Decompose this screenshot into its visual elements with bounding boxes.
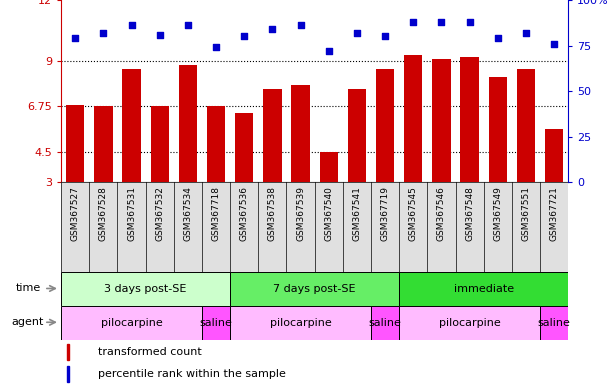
Bar	[230, 272, 399, 306]
Text: GSM367539: GSM367539	[296, 185, 305, 241]
Text: time: time	[15, 283, 40, 293]
Text: saline: saline	[200, 318, 233, 328]
Bar	[489, 77, 507, 182]
Bar	[263, 89, 282, 182]
Text: GSM367538: GSM367538	[268, 185, 277, 241]
Bar	[399, 306, 540, 340]
Text: agent: agent	[11, 317, 43, 327]
Text: pilocarpine: pilocarpine	[439, 318, 500, 328]
Point	[155, 31, 164, 38]
Point	[240, 33, 249, 40]
Bar	[94, 106, 112, 182]
Text: GSM367545: GSM367545	[409, 185, 418, 240]
Bar	[433, 59, 450, 182]
Point	[465, 19, 475, 25]
Text: saline: saline	[538, 318, 571, 328]
Bar	[545, 129, 563, 182]
Bar	[517, 69, 535, 182]
Text: GSM367528: GSM367528	[99, 185, 108, 240]
Text: GSM367541: GSM367541	[353, 185, 362, 240]
Text: transformed count: transformed count	[98, 347, 202, 357]
Point	[380, 33, 390, 40]
Text: GSM367531: GSM367531	[127, 185, 136, 241]
Bar	[207, 106, 225, 182]
Text: 3 days post-SE: 3 days post-SE	[104, 284, 187, 294]
Point	[352, 30, 362, 36]
Text: 7 days post-SE: 7 days post-SE	[273, 284, 356, 294]
Bar	[320, 152, 338, 182]
Point	[70, 35, 80, 41]
Bar	[67, 344, 69, 360]
Point	[211, 44, 221, 50]
Bar	[179, 65, 197, 182]
Text: GSM367718: GSM367718	[211, 185, 221, 241]
Bar	[61, 272, 230, 306]
Bar	[404, 55, 422, 182]
Bar	[461, 56, 479, 182]
Text: GSM367551: GSM367551	[521, 185, 530, 241]
Point	[183, 22, 193, 28]
Text: GSM367548: GSM367548	[465, 185, 474, 240]
Bar	[348, 89, 366, 182]
Point	[268, 26, 277, 32]
Bar	[66, 105, 84, 182]
Text: immediate: immediate	[453, 284, 514, 294]
Text: GSM367527: GSM367527	[71, 185, 79, 240]
Point	[408, 19, 418, 25]
Text: GSM367719: GSM367719	[381, 185, 390, 241]
Point	[98, 30, 108, 36]
Point	[436, 19, 446, 25]
Point	[126, 22, 136, 28]
Text: GSM367546: GSM367546	[437, 185, 446, 240]
Point	[296, 22, 306, 28]
Bar	[150, 106, 169, 182]
Bar	[202, 306, 230, 340]
Text: GSM367721: GSM367721	[550, 185, 558, 240]
Bar	[235, 113, 254, 182]
Point	[324, 48, 334, 54]
Bar	[371, 306, 399, 340]
Point	[549, 41, 559, 47]
Bar	[61, 306, 202, 340]
Text: percentile rank within the sample: percentile rank within the sample	[98, 369, 285, 379]
Bar	[291, 85, 310, 182]
Text: GSM367540: GSM367540	[324, 185, 333, 240]
Point	[521, 30, 531, 36]
Bar	[67, 366, 69, 382]
Bar	[399, 272, 568, 306]
Text: GSM367549: GSM367549	[493, 185, 502, 240]
Text: GSM367532: GSM367532	[155, 185, 164, 240]
Text: pilocarpine: pilocarpine	[101, 318, 163, 328]
Text: GSM367536: GSM367536	[240, 185, 249, 241]
Bar	[540, 306, 568, 340]
Point	[493, 35, 503, 41]
Bar	[376, 69, 394, 182]
Text: pilocarpine: pilocarpine	[269, 318, 331, 328]
Text: saline: saline	[368, 318, 401, 328]
Bar	[230, 306, 371, 340]
Bar	[122, 69, 141, 182]
Text: GSM367534: GSM367534	[183, 185, 192, 240]
